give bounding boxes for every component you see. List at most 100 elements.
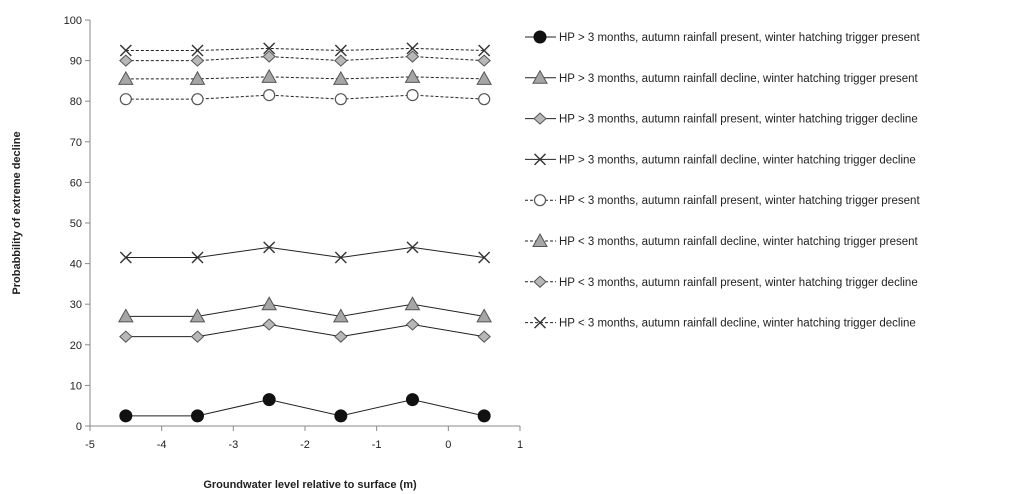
- series-4-point: [263, 241, 276, 254]
- series-4-point: [406, 241, 419, 254]
- series-1-line: [125, 399, 485, 417]
- series-6-point: [117, 70, 134, 85]
- series-6: [117, 68, 493, 85]
- series-6-point: [261, 68, 278, 83]
- y-tick-label: 0: [76, 421, 82, 433]
- y-tick-label: 80: [70, 96, 82, 108]
- series-3-point: [190, 330, 205, 343]
- series-3: [119, 318, 491, 343]
- series-6-point: [189, 70, 206, 85]
- legend-item-3: HP > 3 months, autumn rainfall present, …: [525, 112, 918, 126]
- series-2-point: [261, 296, 278, 311]
- series-8-point: [406, 42, 419, 55]
- series-8: [119, 42, 491, 57]
- series-7: [119, 50, 491, 67]
- x-tick-label: 1: [517, 439, 523, 451]
- series-2-point: [404, 296, 421, 311]
- series-7-point: [405, 50, 420, 63]
- y-tick-label: 70: [70, 137, 82, 149]
- series-2-point: [332, 308, 349, 323]
- legend-item-7: HP < 3 months, autumn rainfall present, …: [525, 275, 918, 289]
- legend-label: HP < 3 months, autumn rainfall decline, …: [559, 236, 919, 248]
- series-8-line: [125, 47, 485, 51]
- series-1: [119, 393, 491, 423]
- y-tick-label: 30: [70, 299, 82, 311]
- series-2-point: [189, 308, 206, 323]
- legend-label: HP < 3 months, autumn rainfall present, …: [559, 195, 920, 207]
- legend-label: HP > 3 months, autumn rainfall decline, …: [559, 154, 916, 166]
- y-tick-label: 90: [70, 56, 82, 68]
- series-5-point: [263, 89, 276, 102]
- legend-marker: [533, 30, 547, 44]
- series-6-point: [404, 68, 421, 83]
- series-1-point: [477, 409, 491, 423]
- legend-marker: [533, 194, 547, 207]
- x-tick-label: -5: [85, 439, 95, 451]
- legend-marker: [534, 316, 546, 329]
- legend-marker: [532, 69, 548, 84]
- series-8-point: [119, 44, 132, 57]
- legend-marker: [533, 112, 547, 125]
- y-tick-label: 50: [70, 218, 82, 230]
- series-4-point: [478, 251, 491, 264]
- legend-item-5: HP < 3 months, autumn rainfall present, …: [525, 194, 920, 207]
- series-6-point: [332, 70, 349, 85]
- series-5-point: [119, 93, 132, 106]
- series-7-point: [262, 50, 276, 63]
- series-4-point: [119, 251, 132, 264]
- series-8-point: [334, 44, 347, 57]
- series-7-point: [190, 54, 205, 67]
- series-5-point: [406, 89, 419, 102]
- series-5-point: [334, 93, 347, 106]
- series-7-point: [119, 54, 133, 67]
- series-1-point: [406, 393, 419, 407]
- series-2-line: [125, 303, 485, 317]
- series-4-point: [191, 251, 204, 264]
- series-8-point: [478, 44, 491, 57]
- series-3-point: [119, 330, 133, 343]
- legend-marker: [534, 153, 546, 166]
- series-2: [117, 296, 493, 323]
- legend: HP > 3 months, autumn rainfall present, …: [525, 30, 920, 330]
- series-2-point: [476, 308, 493, 323]
- y-tick-label: 10: [70, 380, 82, 392]
- series-3-point: [477, 330, 491, 343]
- x-axis-title: Groundwater level relative to surface (m…: [203, 479, 417, 491]
- legend-item-2: HP > 3 months, autumn rainfall decline, …: [525, 69, 919, 85]
- series-5-point: [191, 93, 204, 106]
- y-tick-label: 20: [70, 340, 82, 352]
- legend-label: HP < 3 months, autumn rainfall present, …: [559, 277, 918, 289]
- y-tick-label: 40: [70, 259, 82, 271]
- x-tick-label: -1: [372, 439, 382, 451]
- legend-item-6: HP < 3 months, autumn rainfall decline, …: [525, 232, 919, 248]
- legend-item-4: HP > 3 months, autumn rainfall decline, …: [525, 153, 916, 166]
- series-layer: [117, 42, 493, 423]
- y-axis-title: Probabbility of extreme decline: [11, 131, 23, 294]
- series-2-point: [117, 308, 134, 323]
- series-3-point: [405, 318, 420, 331]
- legend-label: HP > 3 months, autumn rainfall present, …: [559, 32, 920, 44]
- series-5: [119, 89, 491, 106]
- series-6-line: [125, 76, 485, 80]
- series-3-line: [125, 323, 485, 338]
- legend-marker: [532, 232, 548, 247]
- series-1-point: [119, 409, 133, 423]
- series-1-point: [191, 409, 204, 423]
- series-3-point: [334, 330, 348, 343]
- series-7-point: [477, 54, 491, 67]
- series-1-point: [262, 393, 276, 407]
- series-4: [119, 241, 491, 264]
- y-tick-label: 60: [70, 177, 82, 189]
- legend-item-1: HP > 3 months, autumn rainfall present, …: [525, 30, 920, 44]
- series-5-line: [125, 94, 485, 100]
- series-4-point: [334, 251, 347, 264]
- series-7-line: [125, 56, 485, 62]
- x-tick-label: 0: [445, 439, 451, 451]
- series-8-point: [191, 44, 204, 57]
- legend-marker: [533, 275, 547, 288]
- series-7-point: [334, 54, 348, 67]
- series-3-point: [262, 318, 276, 331]
- y-tick-label: 100: [64, 15, 82, 27]
- series-5-point: [478, 93, 491, 106]
